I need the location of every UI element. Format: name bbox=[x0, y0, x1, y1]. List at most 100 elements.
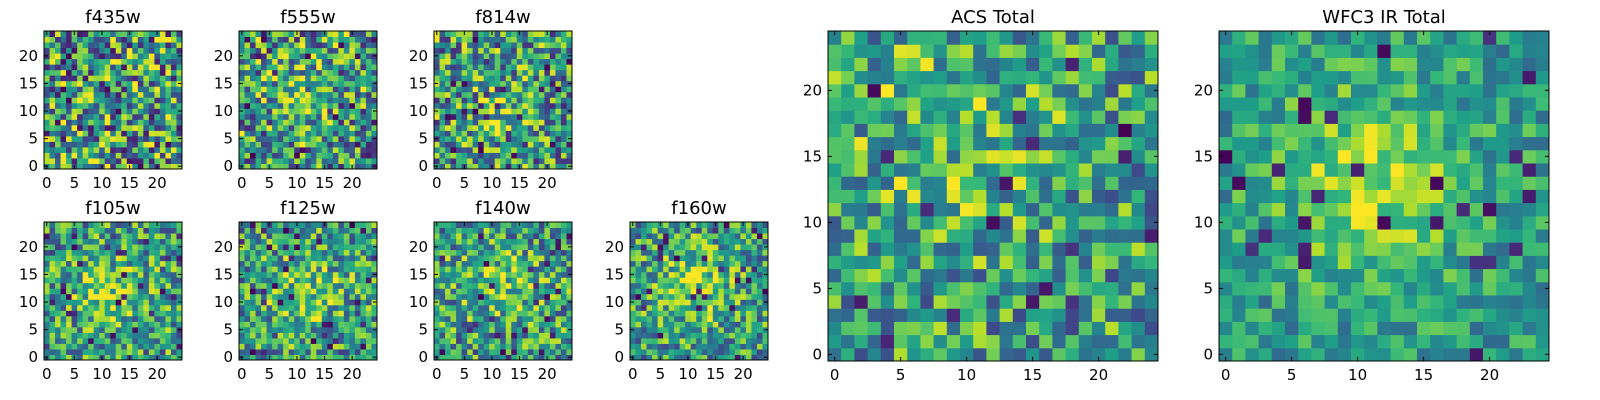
x-tick-label: 5 bbox=[265, 174, 275, 192]
heatmap-cell bbox=[299, 299, 306, 306]
heatmap-cell bbox=[126, 146, 133, 153]
heatmap-cell bbox=[250, 266, 257, 273]
heatmap-cell bbox=[505, 42, 512, 49]
heatmap-cell bbox=[316, 97, 323, 104]
heatmap-cell bbox=[44, 277, 51, 284]
heatmap-cell bbox=[365, 64, 372, 71]
heatmap-cell bbox=[132, 102, 139, 109]
heatmap-cell bbox=[277, 233, 284, 240]
heatmap-cell bbox=[93, 343, 100, 350]
heatmap-cell bbox=[115, 75, 122, 82]
heatmap-cell bbox=[478, 260, 485, 267]
heatmap-cell bbox=[99, 348, 106, 355]
heatmap-cell bbox=[1105, 321, 1119, 336]
heatmap-cell bbox=[707, 233, 714, 240]
heatmap-cell bbox=[555, 238, 562, 245]
heatmap-cell bbox=[500, 135, 507, 142]
heatmap-cell bbox=[165, 238, 172, 245]
heatmap-cell bbox=[371, 64, 378, 71]
heatmap-cell bbox=[544, 146, 551, 153]
heatmap-cell bbox=[49, 135, 56, 142]
x-tick-label: 10 bbox=[482, 174, 501, 192]
heatmap-cell bbox=[533, 244, 540, 251]
heatmap-cell bbox=[894, 268, 908, 283]
heatmap-cell bbox=[316, 58, 323, 65]
heatmap-cell bbox=[456, 238, 463, 245]
heatmap-cell bbox=[756, 310, 763, 317]
heatmap-cell bbox=[646, 315, 653, 322]
heatmap-cell bbox=[630, 282, 637, 289]
heatmap-cell bbox=[349, 326, 356, 333]
heatmap-cell bbox=[679, 337, 686, 344]
heatmap-cell bbox=[933, 163, 948, 177]
heatmap-cell bbox=[467, 222, 474, 229]
heatmap-cell bbox=[652, 277, 659, 284]
heatmap-cell bbox=[538, 80, 545, 87]
heatmap-cell bbox=[456, 130, 463, 137]
heatmap-cell bbox=[343, 326, 350, 333]
heatmap-cell bbox=[170, 102, 177, 109]
heatmap-cell bbox=[148, 146, 155, 153]
heatmap-cell bbox=[674, 315, 681, 322]
heatmap-cell bbox=[110, 163, 117, 170]
heatmap-cell bbox=[544, 233, 551, 240]
heatmap-cell bbox=[494, 75, 501, 82]
heatmap-cell bbox=[266, 332, 273, 339]
heatmap-cell bbox=[44, 227, 51, 234]
heatmap-cell bbox=[332, 75, 339, 82]
heatmap-cell bbox=[690, 244, 697, 251]
heatmap-cell bbox=[132, 244, 139, 251]
y-tick-label: 20 bbox=[19, 238, 38, 256]
heatmap-cell bbox=[66, 337, 73, 344]
heatmap-cell bbox=[255, 53, 262, 60]
heatmap-cell bbox=[261, 244, 268, 251]
heatmap-cell bbox=[723, 249, 730, 256]
heatmap-cell bbox=[461, 255, 468, 262]
heatmap-cell bbox=[663, 326, 670, 333]
heatmap-cell bbox=[305, 163, 312, 170]
heatmap-cell bbox=[316, 260, 323, 267]
heatmap-cell bbox=[472, 326, 479, 333]
heatmap-cell bbox=[261, 64, 268, 71]
heatmap-cell bbox=[867, 255, 882, 270]
heatmap-cell bbox=[472, 69, 479, 76]
heatmap-cell bbox=[338, 255, 345, 262]
heatmap-cell bbox=[360, 31, 367, 38]
heatmap-cell bbox=[170, 348, 177, 355]
heatmap-cell bbox=[641, 348, 648, 355]
heatmap-cell bbox=[907, 255, 921, 270]
heatmap-cell bbox=[93, 113, 100, 120]
heatmap-cell bbox=[946, 347, 961, 362]
heatmap-cell bbox=[327, 238, 334, 245]
heatmap-cell bbox=[867, 202, 882, 217]
heatmap-cell bbox=[266, 277, 273, 284]
heatmap-cell bbox=[712, 260, 719, 267]
heatmap-cell bbox=[751, 227, 758, 234]
heatmap-cell bbox=[154, 326, 161, 333]
heatmap-cell bbox=[77, 152, 84, 159]
heatmap-cell bbox=[489, 227, 496, 234]
heatmap-cell bbox=[321, 233, 328, 240]
heatmap-cell bbox=[762, 222, 769, 229]
heatmap-cell bbox=[560, 354, 567, 361]
heatmap-cell bbox=[277, 277, 284, 284]
heatmap-cell bbox=[533, 102, 540, 109]
heatmap-cell bbox=[250, 260, 257, 267]
heatmap-cell bbox=[250, 157, 257, 164]
y-tick-label: 0 bbox=[223, 157, 233, 175]
heatmap-cell bbox=[674, 299, 681, 306]
heatmap-cell bbox=[1131, 334, 1146, 349]
heatmap-cell bbox=[522, 80, 529, 87]
heatmap-cell bbox=[685, 282, 692, 289]
heatmap-cell bbox=[641, 293, 648, 300]
heatmap-cell bbox=[77, 157, 84, 164]
heatmap-cell bbox=[756, 233, 763, 240]
heatmap-cell bbox=[126, 80, 133, 87]
heatmap-cell bbox=[1012, 281, 1027, 296]
heatmap-cell bbox=[299, 80, 306, 87]
heatmap-cell bbox=[77, 135, 84, 142]
heatmap-cell bbox=[277, 97, 284, 104]
heatmap-cell bbox=[354, 343, 361, 350]
heatmap-cell bbox=[527, 75, 534, 82]
